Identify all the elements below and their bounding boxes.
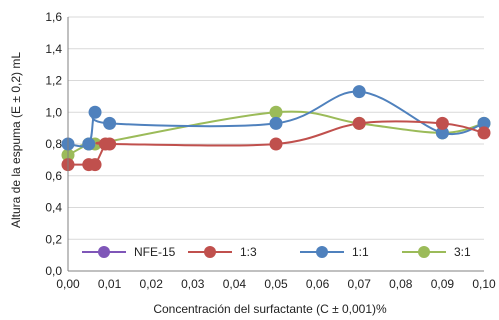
x-tick-labels: 0,00 0,01 0,02 0,03 0,04 0,05 0,06 0,07 0,08 0,09… bbox=[56, 277, 496, 291]
legend-marker-1-3 bbox=[204, 246, 216, 258]
legend-label-3-1: 3:1 bbox=[454, 245, 471, 259]
y-tick-label: 1,6 bbox=[45, 10, 62, 24]
y-tick-label: 0,2 bbox=[45, 232, 62, 246]
data-point-1-1 bbox=[269, 116, 283, 130]
x-tick-label: 0,05 bbox=[264, 277, 288, 291]
data-point-1-3 bbox=[435, 116, 449, 130]
data-point-1-3 bbox=[88, 158, 102, 172]
data-point-1-1 bbox=[88, 105, 102, 119]
data-point-1-3 bbox=[103, 137, 117, 151]
x-tick-label: 0,10 bbox=[472, 277, 496, 291]
legend-label-nfe-15: NFE-15 bbox=[134, 245, 176, 259]
data-point-1-3 bbox=[352, 116, 366, 130]
x-tick-label: 0,00 bbox=[56, 277, 80, 291]
data-point-1-1 bbox=[477, 116, 491, 130]
y-tick-label: 1,2 bbox=[45, 74, 62, 88]
series-line-1-1 bbox=[67, 90, 485, 148]
x-tick-label: 0,02 bbox=[140, 277, 164, 291]
x-tick-label: 0,04 bbox=[223, 277, 247, 291]
data-point-1-1 bbox=[352, 85, 366, 99]
y-tick-label: 0,0 bbox=[45, 264, 62, 278]
x-tick-label: 0,07 bbox=[348, 277, 372, 291]
data-point-3-1 bbox=[269, 105, 283, 119]
y-tick-label: 0,4 bbox=[45, 201, 62, 215]
y-tick-label: 0,6 bbox=[45, 169, 62, 183]
y-tick-labels: 0,0 0,2 0,4 0,6 0,8 1,0 1,2 1,4 1,6 bbox=[45, 10, 62, 278]
series-group bbox=[61, 85, 491, 172]
x-tick-label: 0,01 bbox=[98, 277, 122, 291]
legend-marker-3-1 bbox=[418, 246, 430, 258]
y-tick-label: 1,0 bbox=[45, 105, 62, 119]
y-tick-label: 1,4 bbox=[45, 42, 62, 56]
data-point-1-1 bbox=[82, 137, 96, 151]
x-tick-label: 0,09 bbox=[431, 277, 455, 291]
legend-label-1-3: 1:3 bbox=[240, 245, 257, 259]
x-axis-label: Concentración del surfactante (C ± 0,001… bbox=[153, 302, 387, 316]
data-point-1-3 bbox=[269, 137, 283, 151]
y-axis-label: Altura de la espuma (E ± 0,2) mL bbox=[9, 52, 23, 228]
x-tick-label: 0,06 bbox=[306, 277, 330, 291]
legend-marker-nfe-15 bbox=[98, 246, 110, 258]
x-tick-label: 0,03 bbox=[181, 277, 205, 291]
data-point-1-1 bbox=[103, 116, 117, 130]
x-tick-label: 0,08 bbox=[389, 277, 413, 291]
data-point-1-1 bbox=[435, 126, 449, 140]
data-point-1-3 bbox=[477, 126, 491, 140]
legend-marker-1-1 bbox=[316, 246, 328, 258]
legend-label-1-1: 1:1 bbox=[352, 245, 369, 259]
y-tick-label: 0,8 bbox=[45, 137, 62, 151]
legend: NFE-15 1:3 1:1 3:1 bbox=[82, 245, 471, 259]
